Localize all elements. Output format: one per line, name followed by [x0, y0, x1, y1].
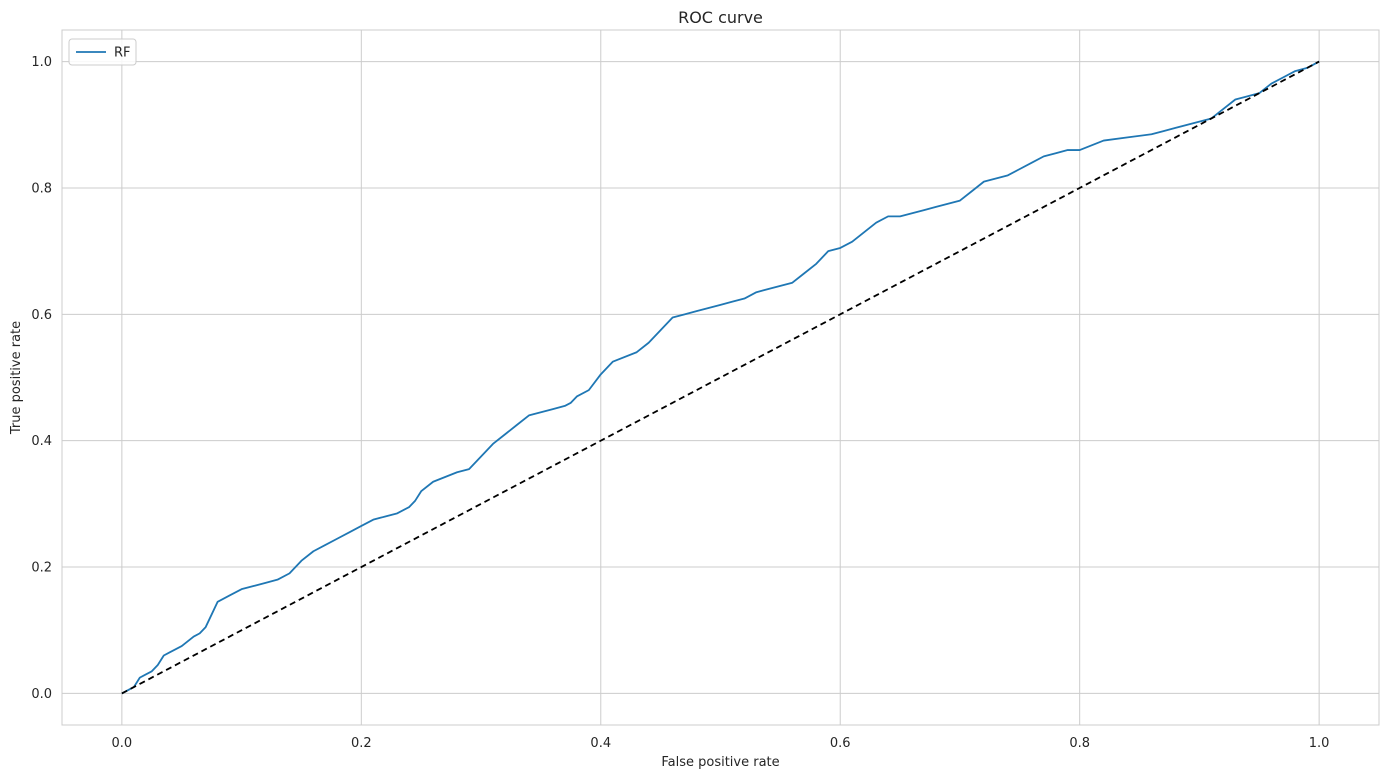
- plot-area: [61, 29, 1380, 726]
- y-tick-label: 0.8: [31, 181, 52, 196]
- y-tick-label: 0.2: [31, 561, 52, 576]
- x-tick-label: 0.2: [351, 736, 372, 751]
- y-tick-label: 0.6: [31, 308, 52, 323]
- x-tick-label: 0.6: [830, 736, 851, 751]
- y-tick-label: 0.4: [31, 434, 52, 449]
- x-tick-label: 1.0: [1309, 736, 1330, 751]
- legend-label-rf: RF: [114, 46, 131, 61]
- x-axis-label: False positive rate: [661, 755, 779, 770]
- x-tick-label: 0.0: [112, 736, 133, 751]
- grid: [62, 30, 1379, 725]
- y-axis-label: True positive rate: [9, 321, 24, 435]
- x-tick-label: 0.4: [590, 736, 611, 751]
- legend: RF: [68, 38, 137, 66]
- y-tick-label: 0.0: [31, 687, 52, 702]
- chart-title: ROC curve: [678, 8, 763, 27]
- roc-line-rf: [121, 60, 1320, 695]
- chance-diagonal-line: [121, 60, 1320, 695]
- x-axis-ticks: 0.0 0.2 0.4 0.6 0.8 1.0: [112, 736, 1330, 751]
- x-tick-label: 0.8: [1069, 736, 1090, 751]
- series-layer: [121, 60, 1320, 695]
- y-axis-ticks: 0.0 0.2 0.4 0.6 0.8 1.0: [31, 55, 52, 702]
- y-tick-label: 1.0: [31, 55, 52, 70]
